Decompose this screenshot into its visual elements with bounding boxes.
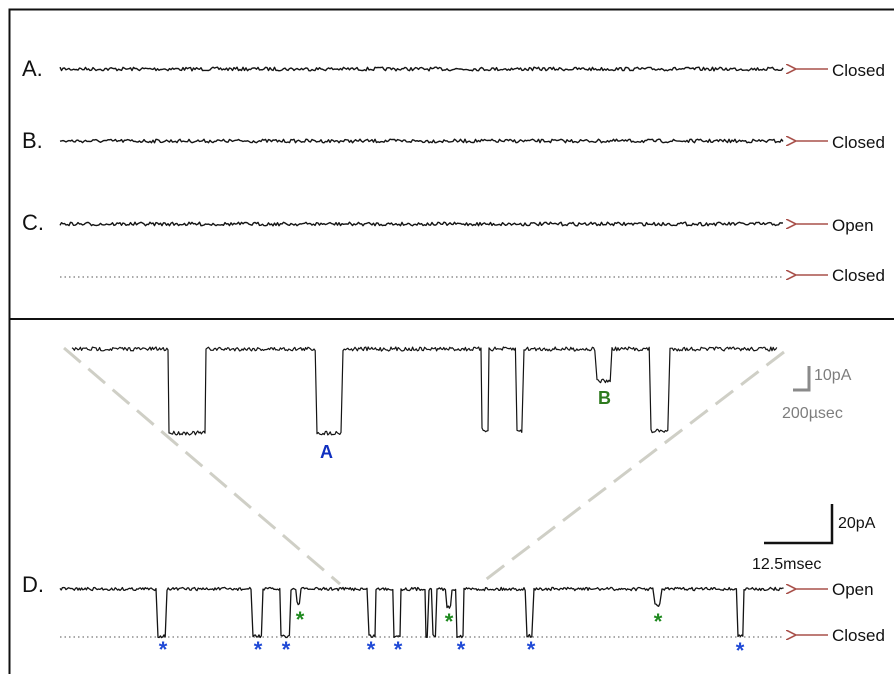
trace-line-b: [59, 138, 784, 144]
asterisk-icon: *: [527, 637, 536, 662]
asterisk-icon: *: [159, 637, 168, 662]
row-label-c: C.: [22, 210, 44, 235]
asterisk-icon: *: [367, 637, 376, 662]
trace-line-d: [59, 586, 784, 639]
top-panel: A. B. C. Closed Closed Open Closed: [22, 56, 885, 285]
state-label-a: Closed: [832, 61, 885, 80]
state-label-open-d: Open: [832, 580, 874, 599]
zoomed-trace: [71, 346, 778, 436]
asterisk-icon: *: [296, 607, 305, 632]
asterisk-icon: *: [654, 609, 663, 634]
event-label-a: A: [320, 442, 333, 462]
trace-line-c: [59, 221, 784, 227]
state-label-baseline: Closed: [832, 266, 885, 285]
scale-current-small: 10pA: [814, 367, 852, 384]
state-label-c: Open: [832, 216, 874, 235]
zoomed-trace-line: [71, 346, 778, 436]
trace-row-d: [59, 586, 784, 639]
trace-row-a: [59, 66, 784, 72]
scale-time-small: 200µsec: [782, 405, 843, 422]
asterisk-icon: *: [394, 637, 403, 662]
trace-row-c: [59, 221, 784, 227]
scale-time-large: 12.5msec: [752, 556, 821, 573]
scale-bar-small: 10pA 200µsec: [782, 366, 852, 422]
asterisk-icon: *: [282, 637, 291, 662]
star-markers: * * *** *** ***: [159, 607, 745, 663]
asterisk-icon: *: [736, 638, 745, 663]
row-label-b: B.: [22, 128, 43, 153]
zoom-inset: A B 10pA 200µsec: [63, 346, 852, 586]
zoom-guide-left: [63, 346, 341, 586]
zoom-guide-right: [479, 350, 785, 586]
figure-frame: [8, 8, 894, 674]
scale-bar-large-lines: [764, 504, 834, 545]
scale-current-large: 20pA: [838, 515, 876, 532]
row-label-d: D.: [22, 572, 44, 597]
trace-row-b: [59, 138, 784, 144]
trace-line-a: [59, 66, 784, 72]
asterisk-icon: *: [445, 609, 454, 634]
state-label-closed-d: Closed: [832, 626, 885, 645]
bottom-panel: 20pA 12.5msec D. * * *** *** *** Open Closed: [22, 504, 885, 663]
asterisk-icon: *: [457, 637, 466, 662]
scale-bar-large: 20pA 12.5msec: [752, 504, 876, 573]
asterisk-icon: *: [254, 637, 263, 662]
event-label-b: B: [598, 388, 611, 408]
state-label-b: Closed: [832, 133, 885, 152]
row-label-a: A.: [22, 56, 43, 81]
scale-bar-small-lines: [793, 366, 811, 392]
